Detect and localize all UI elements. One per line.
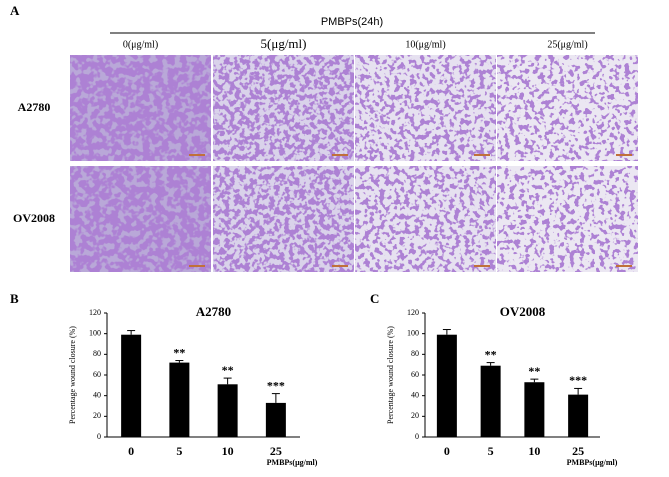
column-label: 10(μg/ml) [405, 39, 445, 50]
y-axis-label: Percentage wound closure (%) [386, 326, 395, 424]
bar [217, 384, 238, 437]
y-tick-label: 60 [93, 370, 101, 379]
y-tick-label: 0 [415, 432, 419, 441]
header: PMBPs(24h) [321, 16, 383, 28]
significance: *** [569, 373, 587, 387]
y-tick-label: 60 [411, 370, 419, 379]
chart-title: A2780 [196, 304, 231, 319]
x-tick-label: 5 [176, 444, 182, 458]
y-tick-label: 100 [407, 328, 419, 337]
x-tick-label: 25 [270, 444, 282, 458]
y-tick-label: 120 [407, 308, 419, 317]
y-tick-label: 80 [411, 349, 419, 358]
significance: ** [222, 363, 234, 377]
micrograph-cells [497, 55, 638, 161]
x-tick-label: 0 [128, 444, 134, 458]
x-axis-label: PMBPs(μg/ml) [567, 458, 618, 467]
bar [169, 362, 190, 437]
bar [524, 382, 545, 437]
micrograph-cells [355, 166, 496, 272]
panel-label: B [10, 291, 19, 306]
micrograph-cells [355, 55, 496, 161]
y-tick-label: 0 [97, 432, 101, 441]
row-label: A2780 [18, 100, 51, 114]
significance: ** [528, 364, 540, 378]
y-tick-label: 100 [89, 328, 101, 337]
y-tick-label: 120 [89, 308, 101, 317]
significance: ** [485, 347, 497, 361]
x-tick-label: 5 [488, 444, 494, 458]
row-label: OV2008 [13, 211, 55, 225]
bar [480, 365, 501, 437]
micrographs [70, 55, 638, 272]
x-tick-label: 10 [222, 444, 234, 458]
y-tick-label: 40 [93, 390, 101, 399]
bar [568, 394, 589, 437]
y-tick-label: 20 [93, 411, 101, 420]
x-axis-label: PMBPs(μg/ml) [267, 458, 318, 467]
column-label: 0(μg/ml) [123, 39, 158, 50]
y-tick-label: 40 [411, 390, 419, 399]
panel-label: A [10, 3, 20, 18]
significance: ** [173, 345, 185, 359]
chart-title: OV2008 [500, 304, 546, 319]
micrograph-cells [213, 55, 354, 161]
x-tick-label: 10 [528, 444, 540, 458]
micrograph-cells [213, 166, 354, 272]
bar [121, 334, 142, 437]
column-label: 5(μg/ml) [261, 36, 307, 51]
y-tick-label: 20 [411, 411, 419, 420]
x-tick-label: 25 [572, 444, 584, 458]
micrograph-cells [497, 166, 638, 272]
micrograph-cells [70, 55, 211, 161]
panel-label: C [370, 291, 379, 306]
y-tick-label: 80 [93, 349, 101, 358]
bar [436, 334, 457, 437]
column-label: 25(μg/ml) [547, 39, 587, 50]
micrograph-cells [70, 166, 211, 272]
y-axis-label: Percentage wound closure (%) [68, 326, 77, 424]
bar [265, 402, 286, 437]
x-tick-label: 0 [444, 444, 450, 458]
significance: *** [267, 378, 285, 392]
